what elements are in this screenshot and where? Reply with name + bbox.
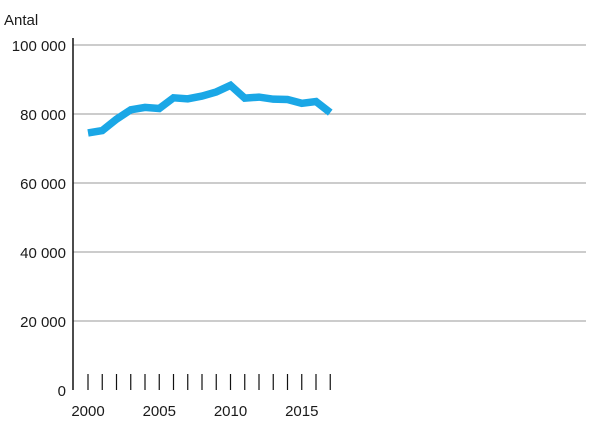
y-tick-label: 100 000 <box>12 38 66 55</box>
y-tick-label: 0 <box>58 383 66 400</box>
y-tick-label: 80 000 <box>20 107 66 124</box>
x-tick-label: 2005 <box>143 403 176 420</box>
y-tick-labels: 0 20 000 40 000 60 000 80 000 100 000 <box>12 38 66 400</box>
y-axis-title: Antal <box>4 12 38 29</box>
x-tick-label: 2010 <box>214 403 247 420</box>
y-tick-label: 60 000 <box>20 176 66 193</box>
x-tick-labels: 2000 2005 2010 2015 <box>71 403 318 420</box>
y-tick-label: 20 000 <box>20 314 66 331</box>
y-tick-label: 40 000 <box>20 245 66 262</box>
x-tick-label: 2015 <box>285 403 318 420</box>
series-line <box>87 80 333 137</box>
x-tick-label: 2000 <box>71 403 104 420</box>
gridlines <box>73 44 586 322</box>
axes <box>72 38 331 390</box>
series-layer <box>87 80 333 137</box>
